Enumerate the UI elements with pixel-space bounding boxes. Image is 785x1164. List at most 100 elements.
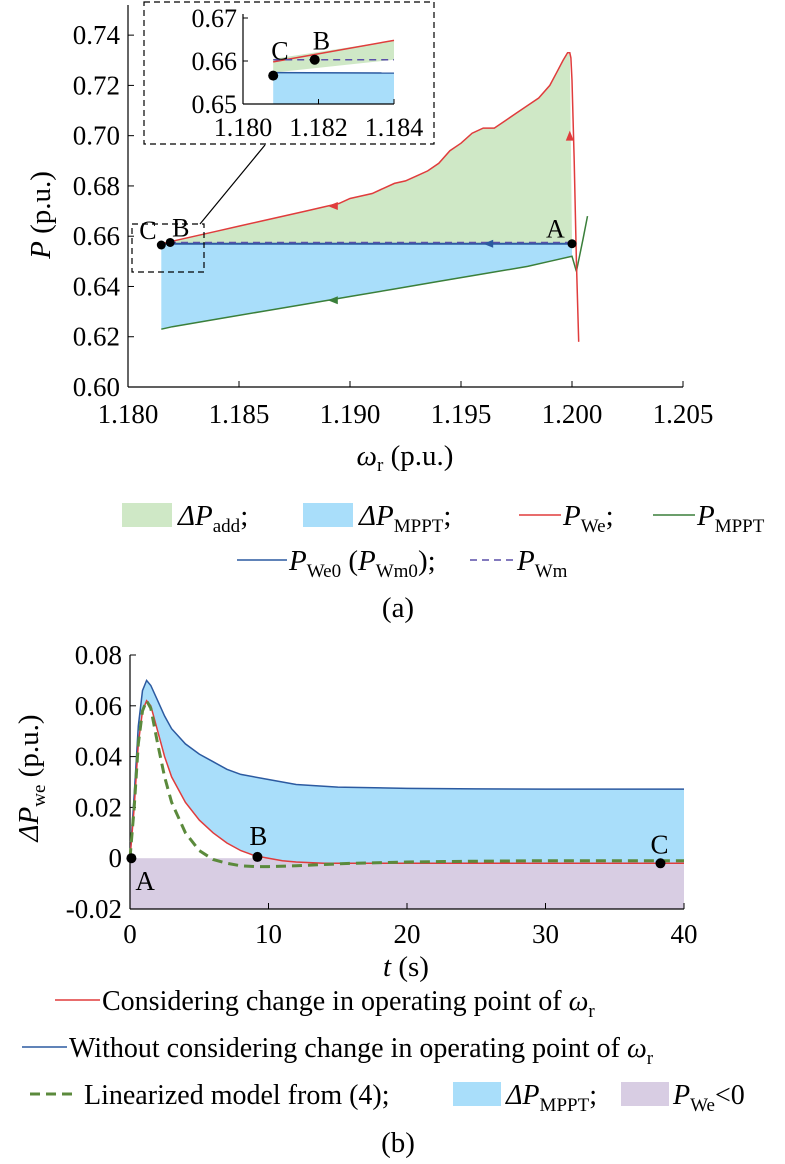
y-tick-label: 0.02 — [75, 792, 122, 822]
legend-sub: We — [690, 1095, 715, 1116]
negative-fill — [130, 858, 684, 909]
legend-entry: ΔPMPPT; — [505, 1080, 597, 1116]
legend-main: ΔP — [177, 500, 213, 532]
x-tick-label: 1.190 — [320, 399, 381, 429]
legend-sub: add — [213, 516, 241, 537]
legend-main: P — [562, 500, 581, 532]
x-tick-label: 1.200 — [542, 399, 603, 429]
inset-p-we-line — [273, 39, 395, 63]
legend-main: P — [288, 545, 307, 577]
x-tick-label: 10 — [255, 919, 282, 949]
legend-entry: PWe; — [562, 500, 614, 537]
inset-point-c — [268, 70, 279, 81]
x-tick-label: 30 — [532, 919, 559, 949]
y-axis-label-symbol: ΔP — [13, 807, 45, 843]
legend-sep: ; — [443, 500, 451, 532]
legend-main: ΔP — [358, 500, 394, 532]
x-tick-label: 1.205 — [653, 399, 714, 429]
y-tick-label: 0.64 — [73, 271, 121, 301]
inset-x-tick-label: 1.182 — [289, 113, 348, 142]
zoom-connector — [199, 144, 266, 225]
legend-sub: MPPT — [394, 516, 444, 537]
point-b — [165, 237, 175, 247]
y-tick-label: 0.06 — [75, 691, 122, 721]
y-tick-label: 0 — [109, 843, 123, 873]
point-a — [126, 853, 137, 864]
x-axis-label-symbol: ω — [357, 440, 377, 472]
inset-mppt-fill — [273, 72, 394, 104]
y-tick-label: 0.70 — [73, 121, 120, 151]
y-axis-label-unit: (p.u.) — [25, 171, 57, 241]
y-tick-label: 0.08 — [75, 640, 122, 670]
point-label-c: C — [139, 216, 156, 245]
y-axis-label-symbol: P — [25, 241, 57, 260]
legend-sep: ; — [606, 500, 614, 532]
legend-sep: ; — [240, 500, 248, 532]
legend-sub: r — [588, 1001, 595, 1022]
point-label-a: A — [135, 866, 155, 896]
legend-sub: Wm — [535, 561, 568, 582]
legend-sub2: Wm0 — [376, 561, 418, 582]
legend-sep: ; — [589, 1080, 597, 1111]
y-tick-label: 0.04 — [75, 742, 123, 772]
inset-point-label-b: B — [313, 27, 330, 56]
legend-mid: ( — [341, 545, 358, 577]
legend-sub: We0 — [307, 561, 341, 582]
panel-a: 1.180 1.185 1.190 1.195 1.200 1.205 0.60 0.62 0.… — [25, 1, 765, 624]
legend-entry: Without considering change in operating … — [69, 1033, 654, 1069]
legend-entry: PWe0 (PWm0); — [288, 545, 436, 582]
x-axis-label-sub: r — [377, 455, 384, 476]
y-tick-label: 0.60 — [73, 372, 120, 402]
point-label-b: B — [249, 821, 267, 851]
legend-patch — [303, 503, 353, 527]
y-axis-label-unit: (p.u.) — [13, 715, 45, 785]
legend-entry: Considering change in operating point of… — [102, 986, 595, 1022]
point-c — [655, 858, 666, 869]
legend-entry: PMPPT — [696, 500, 765, 537]
legend-text: Considering change in operating point of — [102, 986, 569, 1017]
inset-point-b — [309, 54, 320, 65]
direction-arrow — [327, 202, 338, 211]
x-axis-label-unit: (s) — [391, 951, 429, 983]
without-change-line — [129, 678, 684, 859]
legend-patch — [621, 1082, 669, 1106]
x-axis-label-unit: (p.u.) — [383, 440, 453, 472]
legend-main2: P — [357, 545, 376, 577]
x-tick-label: 0 — [123, 919, 137, 949]
legend-main: P — [672, 1080, 690, 1111]
legend-symbol: ω — [627, 1033, 647, 1064]
direction-arrow — [565, 130, 574, 141]
inset-point-label-c: C — [271, 37, 288, 66]
inset-plot: 0.65 0.66 0.67 1.180 1.182 1.184 C B — [192, 4, 424, 142]
direction-arrow — [483, 239, 494, 248]
legend-patch — [122, 503, 172, 527]
dp-mppt-fill — [161, 243, 573, 330]
y-tick-label: 0.72 — [73, 70, 120, 100]
legend-sep: ); — [418, 545, 436, 577]
dp-mppt-fill — [130, 680, 684, 864]
linearized-dashed-line — [128, 697, 684, 869]
point-label-b: B — [172, 213, 189, 242]
legend-text: Without considering change in operating … — [69, 1033, 627, 1064]
y-tick-label: 0.74 — [73, 20, 121, 50]
point-label-c: C — [650, 829, 668, 859]
x-tick-label: 20 — [394, 919, 421, 949]
x-axis-label: t (s) — [383, 951, 429, 983]
x-axis-label: ωr (p.u.) — [357, 440, 454, 476]
legend-entry: PWm — [516, 545, 568, 582]
zoom-box — [131, 223, 205, 273]
panel-label-a: (a) — [382, 592, 414, 624]
legend-b: Considering change in operating point of… — [22, 986, 745, 1116]
p-we-line — [161, 51, 580, 342]
x-tick-label: 1.185 — [209, 399, 270, 429]
legend-sub: r — [647, 1048, 654, 1069]
point-c — [156, 240, 166, 250]
legend-main: P — [696, 500, 715, 532]
y-tick-label: 0.66 — [73, 221, 120, 251]
x-tick-label: 40 — [671, 919, 698, 949]
inset-y-tick-label: 0.66 — [192, 47, 238, 76]
legend-sub: We — [581, 516, 606, 537]
